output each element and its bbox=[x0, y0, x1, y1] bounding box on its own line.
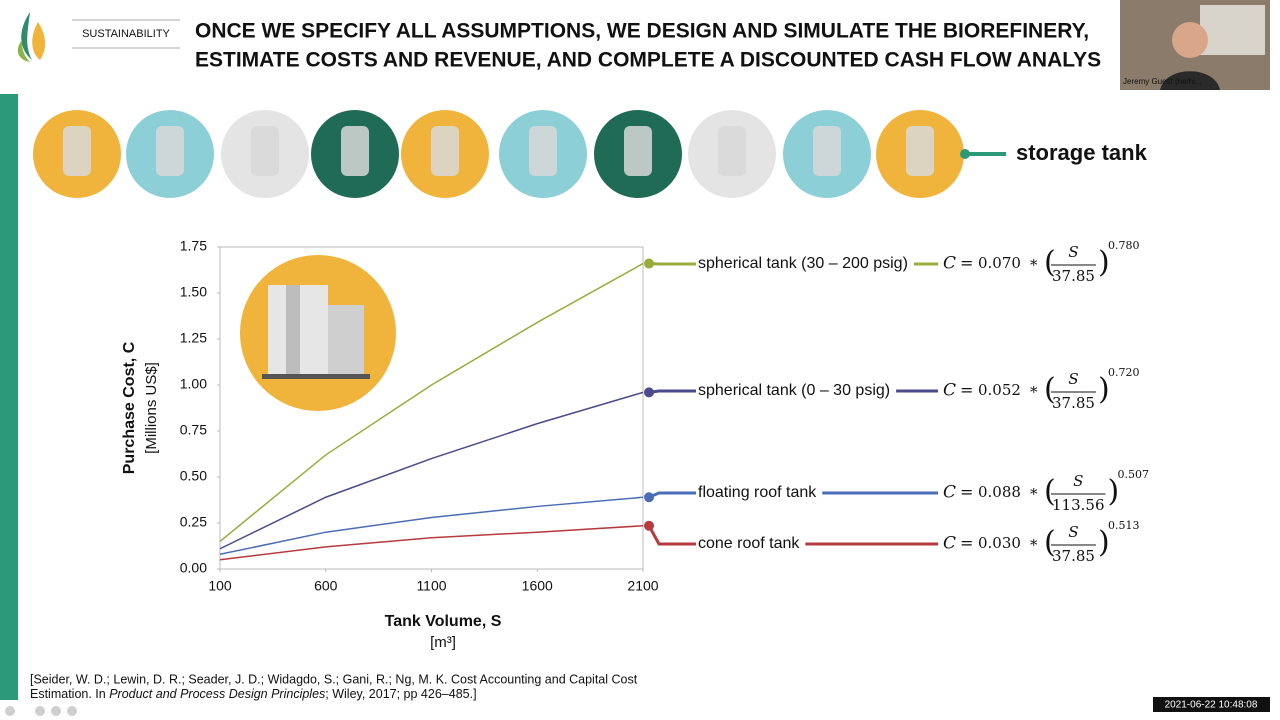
logo bbox=[17, 12, 46, 62]
eq-coefficient: 0.030 bbox=[978, 534, 1021, 552]
eq-operator: * bbox=[1030, 383, 1038, 401]
process-icon-detail bbox=[63, 126, 91, 176]
process-icon-detail bbox=[431, 126, 459, 176]
eq-operator: * bbox=[1030, 485, 1038, 503]
x-tick-label: 2100 bbox=[627, 578, 658, 594]
eq-paren: ) bbox=[1098, 372, 1110, 407]
eq-operator: * bbox=[1030, 536, 1038, 554]
eq-equals: = bbox=[960, 483, 973, 502]
eq-lhs: C bbox=[943, 381, 956, 401]
selected-icon-label: storage tank bbox=[1016, 140, 1148, 165]
eq-base: 37.85 bbox=[1052, 547, 1095, 565]
slide-title: ONCE WE SPECIFY ALL ASSUMPTIONS, WE DESI… bbox=[195, 20, 1089, 43]
eq-equals: = bbox=[960, 254, 973, 273]
legend-label: spherical tank (0 – 30 psig) bbox=[698, 382, 890, 399]
series-line bbox=[219, 391, 644, 550]
citation-part: ; Wiley, 2017; pp 426–485.] bbox=[325, 687, 476, 701]
y-axis-unit: [Millions US$] bbox=[143, 362, 160, 454]
process-icon-detail bbox=[624, 126, 652, 176]
x-tick-label: 1100 bbox=[416, 578, 446, 594]
eq-coefficient: 0.088 bbox=[978, 483, 1021, 501]
y-tick-label: 0.50 bbox=[180, 468, 207, 484]
eq-variable: S bbox=[1073, 472, 1083, 490]
eq-variable: S bbox=[1068, 243, 1078, 261]
eq-paren: ) bbox=[1098, 525, 1110, 560]
y-tick-label: 1.50 bbox=[180, 284, 207, 300]
legend-label: spherical tank (30 – 200 psig) bbox=[698, 255, 908, 272]
label-connector bbox=[647, 525, 696, 546]
process-icon-detail bbox=[251, 126, 279, 176]
eq-lhs: C bbox=[943, 254, 956, 274]
timestamp-box bbox=[1153, 697, 1270, 712]
eq-equals: = bbox=[960, 534, 973, 553]
x-axis-title: Tank Volume, S bbox=[385, 613, 502, 630]
process-icon-detail bbox=[906, 126, 934, 176]
x-tick-label: 600 bbox=[314, 578, 338, 594]
eq-paren: ( bbox=[1044, 525, 1056, 560]
eq-exponent: 0.513 bbox=[1108, 519, 1140, 532]
eq-equals: = bbox=[960, 381, 973, 400]
webcam-background bbox=[1200, 5, 1265, 55]
icon-row bbox=[33, 110, 964, 198]
eq-lhs: C bbox=[943, 483, 956, 503]
citation-part: Estimation. In bbox=[30, 687, 109, 701]
y-tick-label: 0.00 bbox=[180, 560, 207, 576]
eq-operator: * bbox=[1030, 256, 1038, 274]
eq-paren: ) bbox=[1098, 245, 1110, 280]
section-label: SUSTAINABILITY bbox=[82, 28, 170, 40]
series-line bbox=[219, 262, 644, 542]
webcam-person bbox=[1172, 22, 1208, 58]
y-tick-label: 1.25 bbox=[180, 330, 207, 346]
eq-coefficient: 0.070 bbox=[978, 254, 1021, 272]
eq-base: 37.85 bbox=[1052, 394, 1095, 412]
eq-lhs: C bbox=[943, 534, 956, 554]
x-tick-label: 100 bbox=[208, 578, 232, 594]
webcam-name: Jeremy Guest (he/hi... bbox=[1123, 77, 1202, 86]
eq-variable: S bbox=[1068, 523, 1078, 541]
process-icon-detail bbox=[156, 126, 184, 176]
process-icon-detail bbox=[529, 126, 557, 176]
eq-base: 113.56 bbox=[1052, 496, 1105, 514]
eq-exponent: 0.507 bbox=[1118, 468, 1150, 481]
series-line bbox=[219, 525, 644, 561]
citation-part: Product and Process Design Principles bbox=[109, 687, 325, 701]
y-tick-label: 0.25 bbox=[180, 514, 207, 530]
x-tick-label: 1600 bbox=[522, 578, 553, 594]
eq-variable: S bbox=[1068, 370, 1078, 388]
process-icon-detail bbox=[813, 126, 841, 176]
timestamp: 2021-06-22 10:48:08 bbox=[1165, 700, 1258, 711]
eq-paren: ( bbox=[1044, 372, 1056, 407]
y-tick-label: 1.00 bbox=[180, 376, 207, 392]
slide-controls[interactable] bbox=[5, 706, 77, 716]
y-axis-title: Purchase Cost, C bbox=[121, 341, 138, 474]
eq-exponent: 0.780 bbox=[1108, 239, 1140, 252]
eq-paren: ( bbox=[1044, 474, 1056, 509]
eq-paren: ) bbox=[1108, 474, 1120, 509]
tank-illustration bbox=[240, 255, 396, 411]
eq-paren: ( bbox=[1044, 245, 1056, 280]
side-bar bbox=[0, 94, 18, 700]
y-tick-label: 0.75 bbox=[180, 422, 207, 438]
process-icon-detail bbox=[718, 126, 746, 176]
process-icon-detail bbox=[341, 126, 369, 176]
y-tick-label: 1.75 bbox=[180, 238, 207, 254]
label-connector bbox=[648, 389, 696, 394]
citation: Estimation. In Product and Process Desig… bbox=[30, 687, 477, 701]
icon-connector-dot bbox=[960, 149, 970, 159]
label-connector bbox=[648, 491, 696, 499]
eq-base: 37.85 bbox=[1052, 267, 1095, 285]
eq-coefficient: 0.052 bbox=[978, 381, 1021, 399]
legend-label: cone roof tank bbox=[698, 535, 800, 552]
x-axis-unit: [m³] bbox=[430, 634, 456, 651]
slide-title: ESTIMATE COSTS AND REVENUE, AND COMPLETE… bbox=[195, 49, 1101, 72]
citation: [Seider, W. D.; Lewin, D. R.; Seader, J.… bbox=[30, 672, 638, 686]
series-line bbox=[219, 496, 644, 556]
eq-exponent: 0.720 bbox=[1108, 366, 1140, 379]
legend-label: floating roof tank bbox=[698, 484, 817, 501]
webcam-person bbox=[1160, 71, 1220, 90]
